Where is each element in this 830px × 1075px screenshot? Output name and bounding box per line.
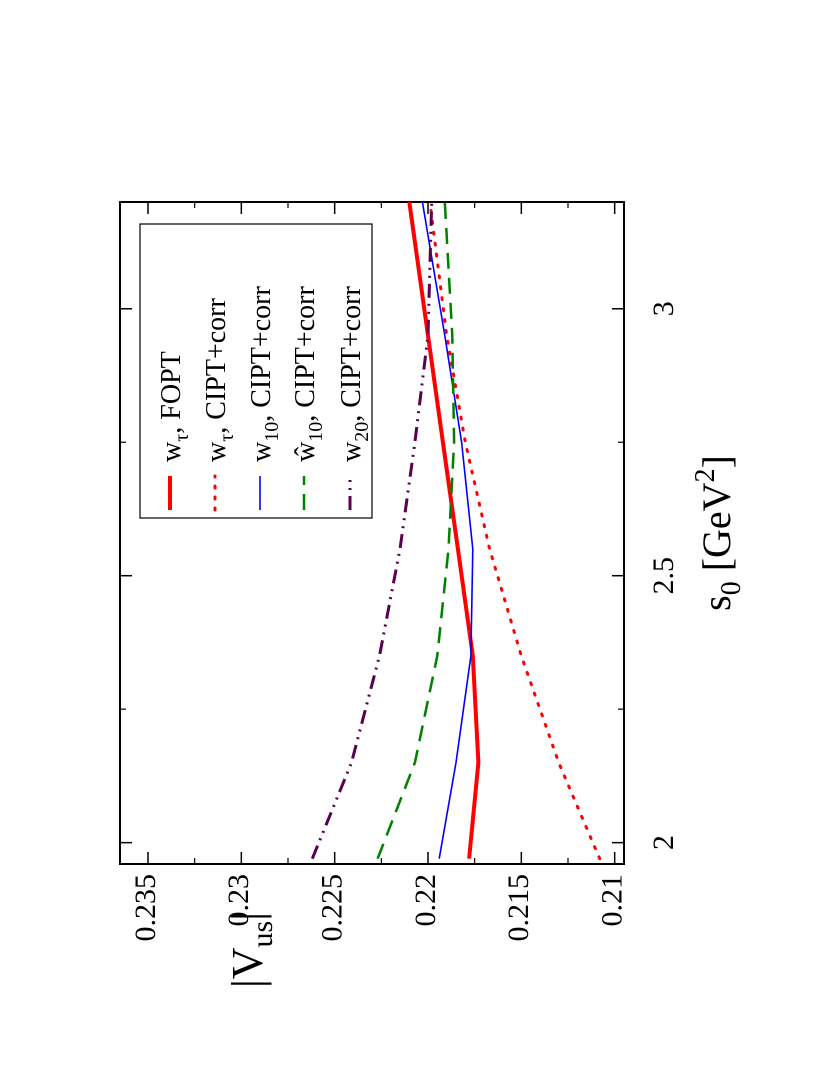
y-tick-label: 0.225	[316, 874, 349, 942]
y-tick-label: 0.23	[222, 874, 255, 927]
axis-ticks	[120, 202, 624, 864]
series-line-3	[376, 202, 456, 860]
y-tick-label-group: 0.21	[596, 874, 629, 927]
legend-label-text: , CIPT+corr	[201, 298, 232, 434]
svg-text:|Vus|: |Vus|	[223, 912, 279, 988]
y-tick-label-group: 0.215	[502, 874, 535, 942]
series-line-1	[428, 202, 602, 861]
y-tick-label: 0.215	[502, 874, 535, 942]
legend-entry-1: wτ, CIPT+corr	[201, 298, 238, 463]
svg-text:s0[GeV2]: s0 [GeV2]	[690, 455, 747, 611]
series-line-0	[407, 202, 481, 859]
x-tick-label: 2.5	[647, 557, 680, 595]
legend-label-sub: 10	[305, 422, 327, 442]
y-tick-label: 0.235	[129, 874, 162, 942]
plot-frame	[119, 201, 625, 865]
x-axis-label-main: s	[694, 595, 739, 611]
legend-label-sub: 20	[351, 422, 373, 442]
legend-label: wτ, CIPT+corr	[201, 298, 238, 463]
legend-label: w10, CIPT+corr	[246, 286, 283, 462]
x-tick-label-group: 2	[647, 835, 680, 850]
legend-entry-4: w20, CIPT+corr	[336, 286, 373, 462]
legend-label-sub: τ	[216, 434, 238, 442]
y-tick-label-group: 0.23	[222, 874, 255, 927]
x-axis-label-unit: [GeV	[694, 482, 739, 571]
legend-label-sub: 10	[261, 422, 283, 442]
legend-label-symbol: w	[336, 441, 367, 462]
x-tick-label-group: 2.5	[647, 557, 680, 595]
y-axis-label-sub: us	[246, 921, 279, 948]
tick-labels: 2 2.5 3 0.21 0.215 0.22 0.225 0.23 0.235	[129, 301, 680, 941]
legend-label-symbol: w	[156, 441, 187, 462]
y-tick-label: 0.21	[596, 874, 629, 927]
legend-label: wτ, FOPT	[156, 351, 193, 462]
y-axis-label-close: |	[223, 912, 272, 921]
legend-entry-0: wτ, FOPT	[156, 351, 193, 462]
legend-label-text: , FOPT	[156, 351, 187, 433]
legend-label-text: , CIPT+corr	[336, 286, 367, 422]
legend-label-symbol: w	[246, 441, 277, 462]
legend-label: ŵ10, CIPT+corr	[290, 286, 327, 462]
legend-label-sub: τ	[171, 434, 193, 442]
x-tick-label: 3	[647, 301, 680, 316]
legend-label-symbol: w	[201, 441, 232, 462]
series-line-2	[421, 202, 474, 859]
x-axis-label-unit-close: ]	[694, 455, 739, 468]
legend-label: w20, CIPT+corr	[336, 286, 373, 462]
y-tick-label-group: 0.22	[409, 874, 442, 927]
series-layer	[310, 202, 602, 861]
legend-label-text: , CIPT+corr	[246, 286, 277, 422]
legend-label-symbol: ŵ	[290, 441, 321, 462]
x-axis-label: s0 [GeV2]	[690, 455, 747, 611]
y-tick-label-group: 0.235	[129, 874, 162, 942]
x-axis-label-unit-sup: 2	[690, 468, 721, 482]
y-tick-label-group: 0.225	[316, 874, 349, 942]
y-axis-label: |Vus|	[223, 912, 279, 988]
legend-box	[139, 223, 373, 519]
y-tick-label: 0.22	[409, 874, 442, 927]
x-axis-label-sub: 0	[716, 581, 747, 595]
legend-label-text: , CIPT+corr	[290, 286, 321, 422]
legend-entry-2: w10, CIPT+corr	[246, 286, 283, 462]
x-tick-label-group: 3	[647, 301, 680, 316]
legend-entry-3: ŵ10, CIPT+corr	[290, 286, 327, 462]
y-axis-label-main: |V	[223, 947, 272, 988]
x-tick-label: 2	[647, 835, 680, 850]
